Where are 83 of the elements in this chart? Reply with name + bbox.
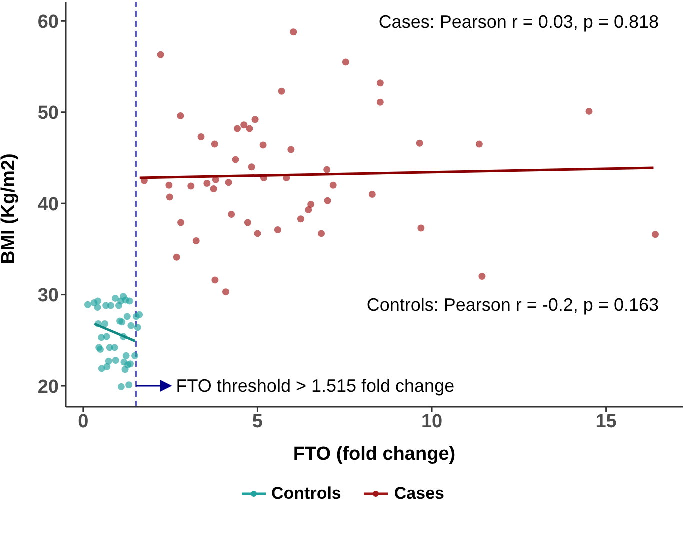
point <box>278 88 286 95</box>
point <box>112 294 119 302</box>
point <box>308 201 315 208</box>
point <box>240 122 248 129</box>
point <box>105 358 112 365</box>
point <box>254 230 262 238</box>
annotation: FTO threshold > 1.515 fold change <box>176 376 455 396</box>
point <box>260 142 267 149</box>
point <box>225 179 232 186</box>
point <box>192 237 200 244</box>
point <box>234 125 242 132</box>
point <box>324 197 332 204</box>
point <box>376 80 384 87</box>
legend-label: Controls <box>272 484 342 504</box>
point <box>84 301 92 308</box>
point <box>476 140 483 148</box>
point <box>132 352 139 360</box>
point <box>211 140 218 148</box>
point <box>297 216 304 223</box>
point <box>416 140 424 147</box>
x-tick-label: 0 <box>78 411 89 432</box>
point <box>290 28 298 36</box>
point <box>228 211 236 218</box>
x-tick-label: 15 <box>596 411 618 432</box>
point <box>134 324 142 332</box>
point <box>166 182 173 189</box>
x-tick-label: 5 <box>252 411 264 432</box>
y-axis-title: BMI (Kg/m2) <box>0 154 20 264</box>
point <box>232 156 240 164</box>
point <box>418 224 425 232</box>
point <box>166 194 174 201</box>
y-tick-label: 60 <box>38 12 59 33</box>
point <box>111 344 118 352</box>
point <box>112 356 120 364</box>
point <box>274 226 282 234</box>
point <box>107 302 114 310</box>
point <box>212 276 219 284</box>
point <box>368 190 376 198</box>
point <box>103 333 110 340</box>
point <box>104 363 111 370</box>
point <box>324 166 331 174</box>
point <box>118 383 125 390</box>
point <box>244 219 252 226</box>
point <box>128 322 135 330</box>
point <box>248 164 256 171</box>
point <box>177 112 184 120</box>
point <box>318 230 326 238</box>
point <box>126 382 133 389</box>
y-tick-label: 40 <box>38 194 59 216</box>
point <box>252 116 259 124</box>
point <box>652 231 659 238</box>
annotation: Controls: Pearson r = -0.2, p = 0.163 <box>366 295 659 316</box>
point <box>478 273 486 280</box>
point <box>330 182 337 189</box>
point <box>126 298 134 305</box>
x-tick-label: 10 <box>421 411 443 432</box>
annotation: Cases: Pearson r = 0.03, p = 0.818 <box>378 12 659 33</box>
point <box>376 98 384 106</box>
point <box>246 125 254 132</box>
point <box>122 366 129 374</box>
y-tick-label: 30 <box>38 286 59 307</box>
point <box>157 51 164 58</box>
point <box>124 313 131 320</box>
point <box>94 304 102 312</box>
legend-label: Cases <box>394 484 444 504</box>
point <box>94 298 102 305</box>
point <box>102 320 109 328</box>
point <box>342 58 350 66</box>
y-tick-label: 20 <box>38 376 59 398</box>
point <box>210 185 218 192</box>
point <box>132 313 140 320</box>
point <box>122 352 130 360</box>
point <box>198 134 205 140</box>
y-tick-label: 50 <box>38 103 59 124</box>
point <box>188 182 195 190</box>
point <box>204 180 211 188</box>
point <box>173 254 180 261</box>
point <box>305 206 312 214</box>
point <box>178 219 185 226</box>
point <box>222 288 230 296</box>
point <box>586 108 593 115</box>
point <box>288 146 295 154</box>
x-axis-title: FTO (fold change) <box>293 444 456 465</box>
